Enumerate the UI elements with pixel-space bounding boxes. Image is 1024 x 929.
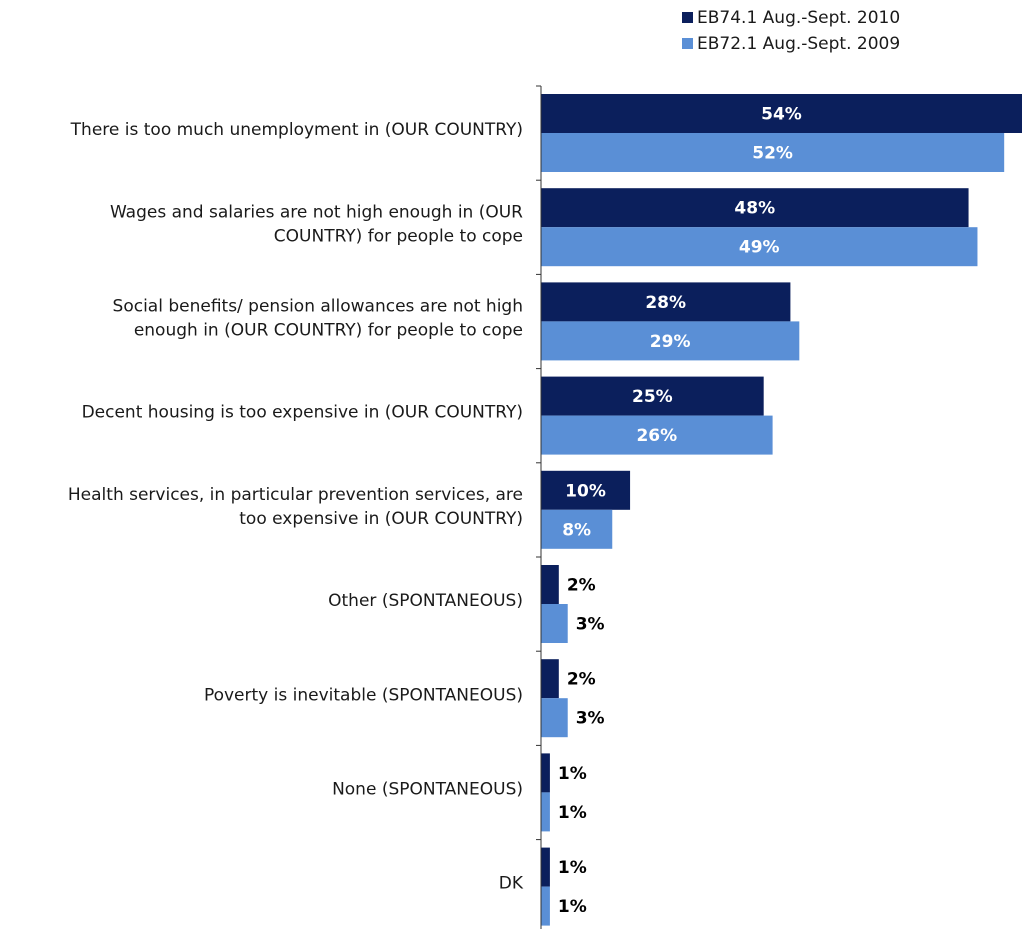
category-label: None (SPONTANEOUS) <box>332 780 523 800</box>
bar-2009 <box>541 792 550 832</box>
bar-2010 <box>541 753 550 793</box>
category-label: too expensive in (OUR COUNTRY) <box>239 509 523 529</box>
bar-2009 <box>541 227 978 267</box>
value-label: 1% <box>558 803 587 823</box>
value-label: 52% <box>752 144 793 164</box>
category-label: There is too much unemployment in (OUR C… <box>70 120 523 140</box>
category-label: enough in (OUR COUNTRY) for people to co… <box>134 321 523 341</box>
value-label: 2% <box>567 670 596 690</box>
category-label: COUNTRY) for people to cope <box>274 226 523 246</box>
bar-2010 <box>541 282 791 322</box>
category-label: Poverty is inevitable (SPONTANEOUS) <box>204 685 523 705</box>
bars: 54% 52% 48% 49% 28% 29% 25% 26% 10% 8% 2% 3% 2% 3% 1% 1… <box>541 94 1022 926</box>
legend: EB74.1 Aug.-Sept. 2010 EB72.1 Aug.-Sept. … <box>682 8 900 54</box>
bar-2010 <box>541 659 559 699</box>
value-label: 2% <box>567 576 596 596</box>
value-label: 48% <box>734 199 775 219</box>
legend-label: EB74.1 Aug.-Sept. 2010 <box>697 8 900 28</box>
bar-2010 <box>541 470 631 510</box>
bar-2009 <box>541 133 1005 172</box>
bar-2010 <box>541 94 1022 133</box>
value-label: 1% <box>558 764 587 784</box>
value-label: 8% <box>562 520 591 540</box>
bar-2010 <box>541 565 559 604</box>
bar-2010 <box>541 188 969 228</box>
legend-label: EB72.1 Aug.-Sept. 2009 <box>697 34 900 54</box>
axis-ticks <box>536 85 541 841</box>
value-label: 28% <box>645 293 686 313</box>
category-label: DK <box>499 874 524 894</box>
category-label: Social benefits/ pension allowances are … <box>113 297 523 317</box>
value-label: 26% <box>636 426 677 446</box>
value-label: 25% <box>632 387 673 407</box>
value-label: 1% <box>558 858 587 878</box>
legend-swatch <box>682 38 693 49</box>
category-label: Decent housing is too expensive in (OUR … <box>82 403 523 423</box>
value-label: 1% <box>558 897 587 917</box>
bar-2009 <box>541 415 773 455</box>
bar-2009 <box>541 886 550 926</box>
category-label: Other (SPONTANEOUS) <box>328 591 523 611</box>
bar-2009 <box>541 604 568 643</box>
value-label: 54% <box>761 105 802 125</box>
bar-2009 <box>541 509 613 549</box>
value-label: 3% <box>576 615 605 635</box>
category-label: Health services, in particular preventio… <box>68 485 523 505</box>
value-label: 3% <box>576 709 605 729</box>
value-label: 10% <box>565 481 606 501</box>
value-label: 29% <box>650 332 691 352</box>
bar-2010 <box>541 847 550 887</box>
bar-2009 <box>541 321 800 361</box>
bar-2010 <box>541 376 764 416</box>
legend-swatch <box>682 12 693 23</box>
value-label: 49% <box>739 238 780 258</box>
category-label: Wages and salaries are not high enough i… <box>110 202 523 222</box>
bar-2009 <box>541 698 568 738</box>
category-labels: There is too much unemployment in (OUR C… <box>68 120 524 894</box>
